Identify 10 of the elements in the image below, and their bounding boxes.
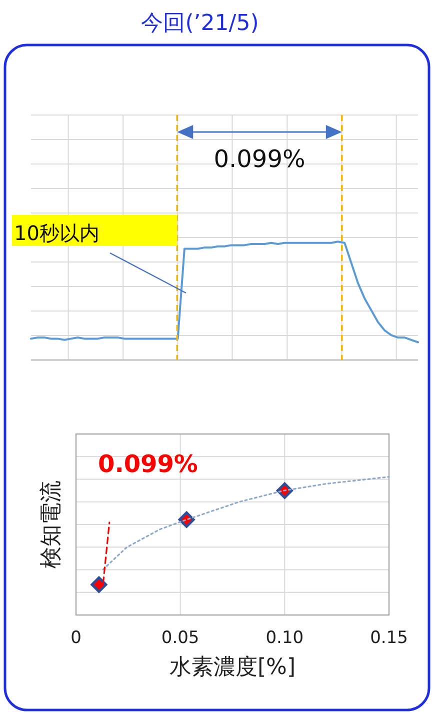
x-tick-label: 0.05	[161, 628, 200, 648]
annotation: 10秒以内	[14, 221, 100, 245]
text: 0.099%	[214, 145, 306, 173]
x-tick-label: 0	[70, 628, 82, 648]
x-tick-label: 0.10	[266, 628, 304, 648]
y-axis-title: 検知電流	[39, 480, 64, 568]
x-tick-label: 0.15	[370, 628, 408, 648]
chart-title: 今回(’21/5)	[141, 11, 259, 36]
x-axis-title: 水素濃度[%]	[169, 655, 296, 680]
annotation: 0.099%	[98, 450, 198, 478]
